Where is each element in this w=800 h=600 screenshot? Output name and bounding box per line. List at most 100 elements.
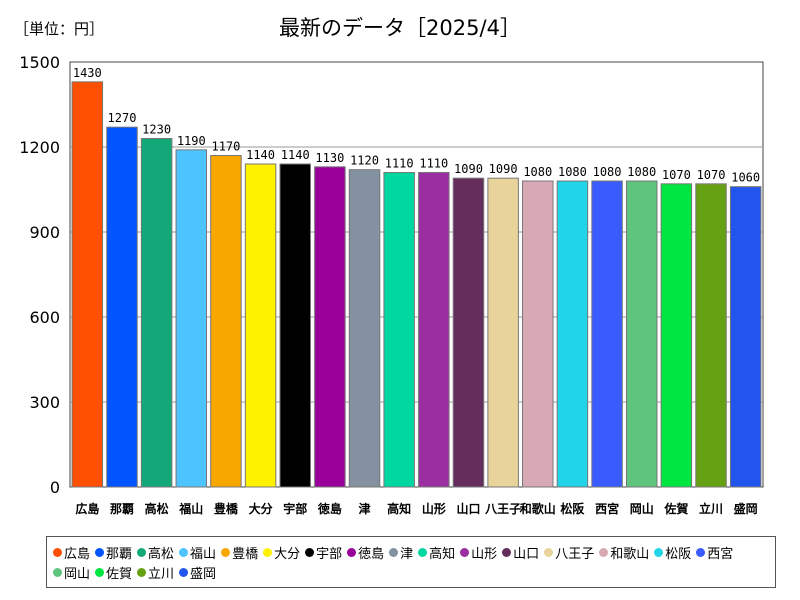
legend-dot-icon (654, 547, 664, 557)
x-tick-label: 大分 (249, 501, 273, 516)
legend-label: 広島 (64, 546, 91, 562)
legend-item: 八王子 (544, 542, 594, 562)
bar (418, 172, 450, 488)
legend-label: 山形 (471, 546, 498, 562)
data-label: 1190 (177, 134, 206, 148)
data-label: 1090 (454, 162, 483, 176)
x-tick-label: 八王子 (484, 502, 521, 516)
x-tick-label: 高松 (145, 501, 169, 516)
data-label: 1270 (108, 111, 137, 125)
bar (71, 81, 104, 488)
data-label: 1080 (558, 165, 587, 179)
data-label: 1110 (419, 157, 448, 171)
legend-item: 大分 (263, 542, 300, 562)
legend-dot-icon (696, 547, 706, 557)
data-label: 1230 (142, 123, 171, 137)
legend-label: 岡山 (64, 566, 91, 582)
bar (729, 186, 762, 488)
plot-area (69, 61, 764, 488)
legend-item: 宇部 (305, 542, 342, 562)
x-tick-label: 徳島 (317, 501, 342, 516)
bar (210, 155, 242, 488)
legend-label: 豊橋 (232, 546, 259, 562)
bar (452, 177, 485, 488)
bar (279, 163, 311, 488)
data-label: 1110 (385, 157, 414, 171)
x-tick-label: 西宮 (595, 501, 619, 516)
bar (140, 138, 173, 488)
legend-item: 岡山 (53, 562, 90, 582)
bar (591, 180, 623, 488)
legend-item: 山形 (460, 542, 497, 562)
legend-label: 盛岡 (190, 566, 217, 582)
data-label: 1130 (315, 151, 344, 165)
legend-dot-icon (179, 567, 189, 577)
x-tick-label: 那覇 (110, 502, 134, 516)
x-tick-label: 和歌山 (519, 501, 556, 516)
x-tick-label: 松阪 (560, 501, 585, 516)
legend-label: 和歌山 (610, 546, 650, 562)
legend-dot-icon (599, 547, 609, 557)
legend-item: 松阪 (654, 542, 691, 562)
legend-dot-icon (305, 547, 315, 557)
legend-item: 津 (389, 542, 413, 562)
legend-item: 和歌山 (599, 542, 649, 562)
chart-legend: 広島 那覇 高松 福山 豊橋 大分 宇部 徳島津高知 山形 山口 八王子 和歌山 松阪 西宮 岡山 佐賀 立川盛… (46, 536, 776, 588)
unit-label: ［単位：円］ (14, 20, 105, 38)
y-tick-label: 1500 (19, 53, 60, 72)
legend-item: 那覇 (95, 542, 132, 562)
legend-dot-icon (53, 567, 62, 577)
y-tick-label: 1200 (19, 138, 60, 157)
data-label: 1080 (627, 165, 656, 179)
legend-item: 山口 (502, 542, 539, 562)
legend-label: 西宮 (707, 546, 734, 562)
legend-dot-icon (347, 547, 357, 557)
y-tick-label: 0 (50, 478, 60, 497)
chart-title: 最新のデータ［2025/4］ (279, 16, 521, 40)
legend-label: 高知 (429, 546, 456, 562)
bar (487, 177, 519, 488)
legend-dot-icon (389, 547, 399, 557)
x-tick-label: 山形 (422, 501, 446, 516)
legend-dot-icon (418, 547, 428, 557)
bar (660, 183, 693, 488)
x-tick-label: 高知 (387, 501, 411, 516)
bar (106, 126, 138, 488)
x-tick-label: 津 (359, 501, 371, 516)
y-tick-label: 300 (29, 393, 60, 412)
bar (695, 183, 727, 488)
legend-dot-icon (137, 567, 147, 577)
legend-item: 立川 (137, 562, 174, 582)
legend-label: 山口 (513, 546, 540, 562)
legend-label: 高松 (148, 546, 175, 562)
data-label: 1080 (523, 165, 552, 179)
legend-dot-icon (221, 547, 231, 557)
data-label: 1120 (350, 154, 379, 168)
bar (556, 180, 589, 488)
legend-label: 津 (400, 546, 414, 562)
data-label: 1140 (246, 148, 275, 162)
data-label: 1080 (593, 165, 622, 179)
x-tick-label: 宇部 (283, 501, 307, 516)
bar (244, 163, 277, 488)
data-label: 1070 (697, 168, 726, 182)
legend-label: 福山 (190, 546, 217, 562)
x-tick-label: 盛岡 (734, 501, 758, 516)
legend-dot-icon (95, 547, 105, 557)
x-tick-label: 豊橋 (214, 501, 239, 516)
legend-label: 大分 (274, 546, 301, 562)
legend-item: 福山 (179, 542, 216, 562)
legend-label: 松阪 (665, 546, 692, 562)
legend-item: 豊橋 (221, 542, 258, 562)
x-tick-label: 広島 (75, 501, 99, 516)
data-label: 1090 (489, 162, 518, 176)
y-tick-label: 600 (29, 308, 60, 327)
legend-item: 広島 (53, 542, 90, 562)
x-tick-label: 福山 (178, 501, 203, 516)
legend-dot-icon (460, 547, 470, 557)
legend-item: 高知 (418, 542, 455, 562)
legend-dot-icon (95, 567, 105, 577)
legend-dot-icon (179, 547, 189, 557)
legend-dot-icon (53, 547, 62, 557)
